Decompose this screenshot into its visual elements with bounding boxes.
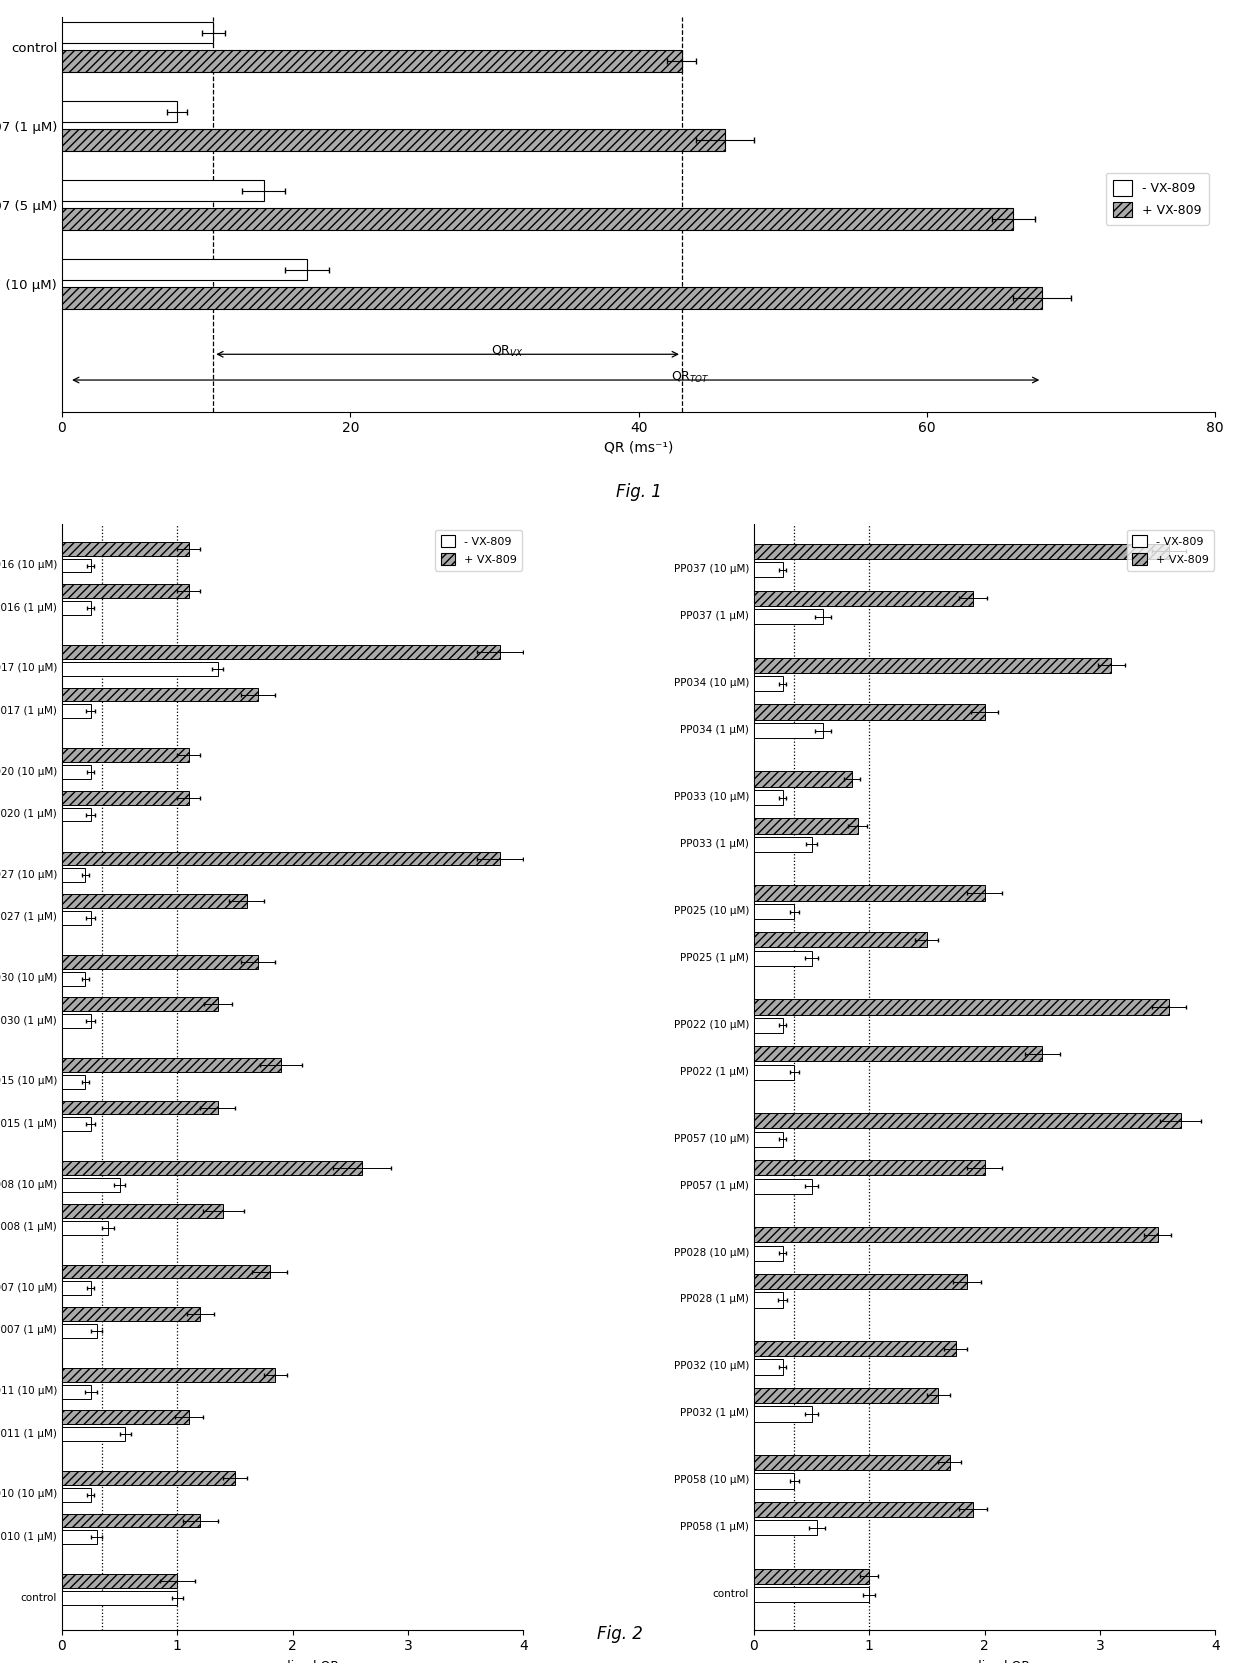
Legend: - VX-809, + VX-809: - VX-809, + VX-809 bbox=[1106, 173, 1209, 225]
Text: QR$_{VX}$: QR$_{VX}$ bbox=[491, 344, 523, 359]
Legend: - VX-809, + VX-809: - VX-809, + VX-809 bbox=[1127, 529, 1214, 570]
Bar bbox=[62, 1307, 201, 1320]
Bar bbox=[62, 687, 258, 702]
Bar bbox=[62, 1488, 91, 1502]
Bar bbox=[754, 905, 795, 920]
Bar bbox=[754, 818, 858, 833]
Bar bbox=[62, 955, 258, 970]
Bar bbox=[62, 1282, 91, 1295]
Bar bbox=[62, 559, 91, 572]
Bar bbox=[754, 1502, 973, 1517]
Bar bbox=[754, 590, 973, 605]
Bar bbox=[62, 259, 308, 281]
Bar bbox=[754, 677, 782, 692]
Bar bbox=[754, 951, 812, 966]
Bar bbox=[62, 101, 177, 123]
Bar bbox=[754, 657, 1111, 674]
Text: QR$_{TOT}$: QR$_{TOT}$ bbox=[671, 369, 709, 384]
Bar bbox=[62, 851, 500, 865]
Bar bbox=[754, 1046, 1042, 1061]
Bar bbox=[754, 1161, 985, 1176]
Bar bbox=[62, 808, 91, 822]
Bar bbox=[62, 1324, 97, 1337]
Bar bbox=[62, 1014, 91, 1028]
Bar bbox=[754, 1455, 950, 1470]
Bar bbox=[62, 208, 1013, 229]
Bar bbox=[62, 1221, 108, 1234]
Bar bbox=[754, 999, 1169, 1014]
Bar bbox=[62, 1074, 86, 1089]
Legend: - VX-809, + VX-809: - VX-809, + VX-809 bbox=[435, 529, 522, 570]
Bar bbox=[754, 1227, 1158, 1242]
Bar bbox=[62, 600, 91, 615]
Bar bbox=[754, 1473, 795, 1488]
Bar bbox=[754, 885, 985, 901]
Bar bbox=[754, 836, 812, 851]
Bar bbox=[62, 1472, 236, 1485]
Bar bbox=[62, 1410, 188, 1424]
Bar bbox=[62, 1513, 201, 1528]
Bar bbox=[754, 544, 1169, 559]
Bar bbox=[62, 1385, 91, 1399]
Bar bbox=[754, 1064, 795, 1079]
Bar bbox=[62, 1101, 218, 1114]
Bar bbox=[754, 1340, 956, 1357]
Bar bbox=[62, 1369, 275, 1382]
Bar bbox=[62, 1591, 177, 1605]
Bar bbox=[62, 911, 91, 925]
Bar bbox=[62, 868, 86, 883]
Bar bbox=[62, 662, 218, 675]
X-axis label: QR (ms⁻¹): QR (ms⁻¹) bbox=[604, 441, 673, 454]
Bar bbox=[62, 998, 218, 1011]
Bar bbox=[754, 1246, 782, 1261]
Bar bbox=[62, 50, 682, 72]
Bar bbox=[754, 705, 985, 720]
Bar bbox=[754, 933, 928, 948]
Bar bbox=[62, 542, 188, 555]
Text: Fig. 2: Fig. 2 bbox=[598, 1625, 642, 1643]
Bar bbox=[754, 1292, 782, 1307]
Bar bbox=[754, 609, 823, 624]
Bar bbox=[754, 1568, 869, 1583]
Bar bbox=[62, 895, 247, 908]
Bar bbox=[62, 1427, 125, 1442]
Bar bbox=[62, 22, 213, 43]
Bar bbox=[754, 1274, 967, 1289]
Bar bbox=[62, 1177, 119, 1192]
Bar bbox=[62, 180, 264, 201]
Bar bbox=[62, 1530, 97, 1545]
Bar bbox=[754, 1131, 782, 1147]
Bar bbox=[754, 1407, 812, 1422]
X-axis label: normalized QR: normalized QR bbox=[247, 1660, 339, 1663]
Bar bbox=[62, 1204, 223, 1217]
X-axis label: normalized QR: normalized QR bbox=[939, 1660, 1030, 1663]
Bar bbox=[62, 765, 91, 778]
Bar bbox=[62, 748, 188, 762]
Bar bbox=[62, 1161, 362, 1176]
Bar bbox=[754, 772, 852, 787]
Bar bbox=[754, 1587, 869, 1603]
Bar bbox=[754, 1520, 817, 1535]
Bar bbox=[62, 792, 188, 805]
Bar bbox=[754, 1113, 1180, 1129]
Bar bbox=[754, 1389, 939, 1404]
Bar bbox=[754, 1018, 782, 1033]
Bar bbox=[754, 562, 782, 577]
Bar bbox=[754, 723, 823, 738]
Bar bbox=[62, 584, 188, 599]
Bar bbox=[62, 1264, 269, 1279]
Text: Fig. 1: Fig. 1 bbox=[616, 482, 661, 501]
Bar bbox=[62, 645, 500, 659]
Bar bbox=[62, 1058, 281, 1073]
Bar bbox=[62, 288, 1042, 309]
Bar bbox=[62, 705, 91, 718]
Bar bbox=[62, 130, 725, 151]
Bar bbox=[62, 1118, 91, 1131]
Bar bbox=[62, 971, 86, 986]
Bar bbox=[754, 1359, 782, 1375]
Bar bbox=[754, 790, 782, 805]
Bar bbox=[62, 1575, 177, 1588]
Bar bbox=[754, 1179, 812, 1194]
